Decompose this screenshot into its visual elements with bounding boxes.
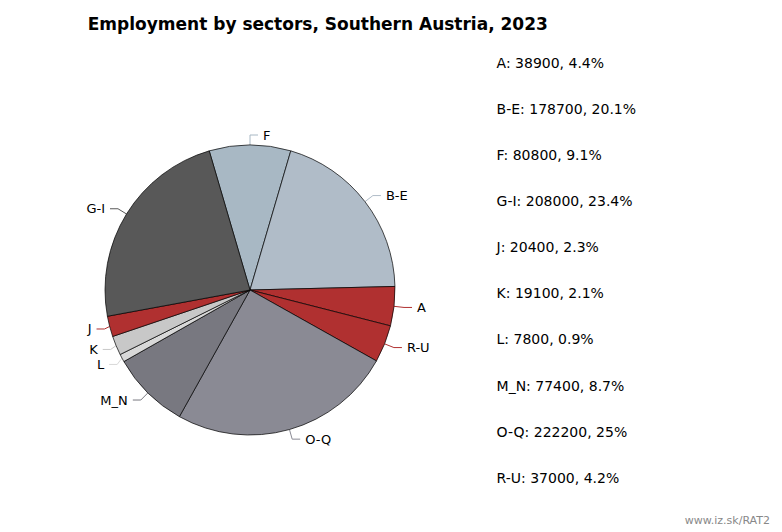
svg-text:www.iz.sk/RAT2: www.iz.sk/RAT2 — [685, 514, 770, 527]
svg-text:R-U: R-U — [407, 340, 430, 355]
svg-text:Employment by sectors, Souther: Employment by sectors, Southern Austria,… — [88, 14, 548, 34]
svg-text:M_N: 77400, 8.7%: M_N: 77400, 8.7% — [497, 378, 625, 394]
svg-text:F: 80800, 9.1%: F: 80800, 9.1% — [497, 147, 602, 163]
svg-text:A: 38900, 4.4%: A: 38900, 4.4% — [497, 55, 605, 71]
svg-text:B-E: 178700, 20.1%: B-E: 178700, 20.1% — [497, 101, 637, 117]
svg-text:O-Q: 222200, 25%: O-Q: 222200, 25% — [497, 424, 628, 440]
svg-text:G-I: 208000, 23.4%: G-I: 208000, 23.4% — [497, 193, 633, 209]
svg-text:F: F — [263, 128, 270, 143]
svg-text:K: K — [89, 342, 98, 357]
svg-text:B-E: B-E — [386, 188, 408, 203]
svg-text:L: 7800, 0.9%: L: 7800, 0.9% — [497, 331, 594, 347]
svg-text:A: A — [417, 300, 426, 315]
svg-text:R-U: 37000, 4.2%: R-U: 37000, 4.2% — [497, 470, 620, 486]
svg-text:J: J — [87, 321, 92, 336]
svg-text:O-Q: O-Q — [305, 432, 331, 447]
svg-text:L: L — [97, 357, 105, 372]
svg-text:G-I: G-I — [86, 201, 105, 216]
svg-text:J: 20400, 2.3%: J: 20400, 2.3% — [496, 239, 599, 255]
svg-text:M_N: M_N — [100, 393, 127, 408]
svg-text:K: 19100, 2.1%: K: 19100, 2.1% — [497, 285, 604, 301]
